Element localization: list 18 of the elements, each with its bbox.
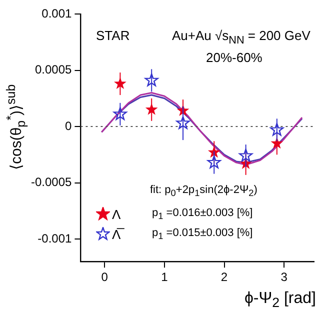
x-tick-label: 0 xyxy=(101,270,108,284)
y-tick-label: 0 xyxy=(65,118,72,133)
y-tick-label: 0.001 xyxy=(42,6,72,20)
x-tick-label: 1 xyxy=(161,270,168,284)
annotation: 20%-60% xyxy=(206,50,262,65)
annotation: fit: p$_{0}$+2p$_{1}$sin(2ϕ-2Ψ$_{2}$) xyxy=(150,184,258,198)
y-tick-label: -0.0005 xyxy=(30,175,72,190)
annotation: STAR xyxy=(96,28,130,43)
legend-label: Λ̅ xyxy=(112,226,126,242)
annotation: Au+Au √s$_{NN}$ = 200 GeV xyxy=(172,28,310,47)
annotation: p$_{1}$ =0.016±0.003 [%] xyxy=(152,206,253,222)
annotation: p$_{1}$ =0.015±0.003 [%] xyxy=(152,226,253,242)
y-tick-label: 0.0005 xyxy=(34,62,72,77)
x-tick-label: 2 xyxy=(220,270,228,284)
y-tick-label: -0.001 xyxy=(38,231,72,246)
x-tick-label: 3 xyxy=(280,270,288,284)
x-axis-title: ϕ-Ψ$_{2}$ [rad] xyxy=(244,290,316,310)
legend-label: Λ xyxy=(112,206,122,222)
